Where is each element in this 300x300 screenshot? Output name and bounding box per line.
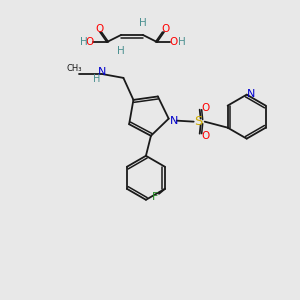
Text: O: O bbox=[86, 37, 94, 47]
Text: O: O bbox=[169, 37, 177, 47]
Text: O: O bbox=[202, 103, 210, 112]
Text: N: N bbox=[169, 116, 178, 126]
Text: H: H bbox=[139, 18, 147, 28]
Text: H: H bbox=[80, 37, 88, 47]
Text: F: F bbox=[152, 192, 158, 202]
Text: S: S bbox=[194, 115, 203, 128]
Text: CH₃: CH₃ bbox=[67, 64, 82, 74]
Text: O: O bbox=[161, 24, 169, 34]
Text: H: H bbox=[117, 46, 125, 56]
Text: H: H bbox=[93, 74, 100, 84]
Text: H: H bbox=[178, 37, 186, 47]
Text: O: O bbox=[95, 24, 103, 34]
Text: N: N bbox=[247, 88, 255, 99]
Text: O: O bbox=[202, 130, 210, 141]
Text: N: N bbox=[98, 67, 106, 77]
